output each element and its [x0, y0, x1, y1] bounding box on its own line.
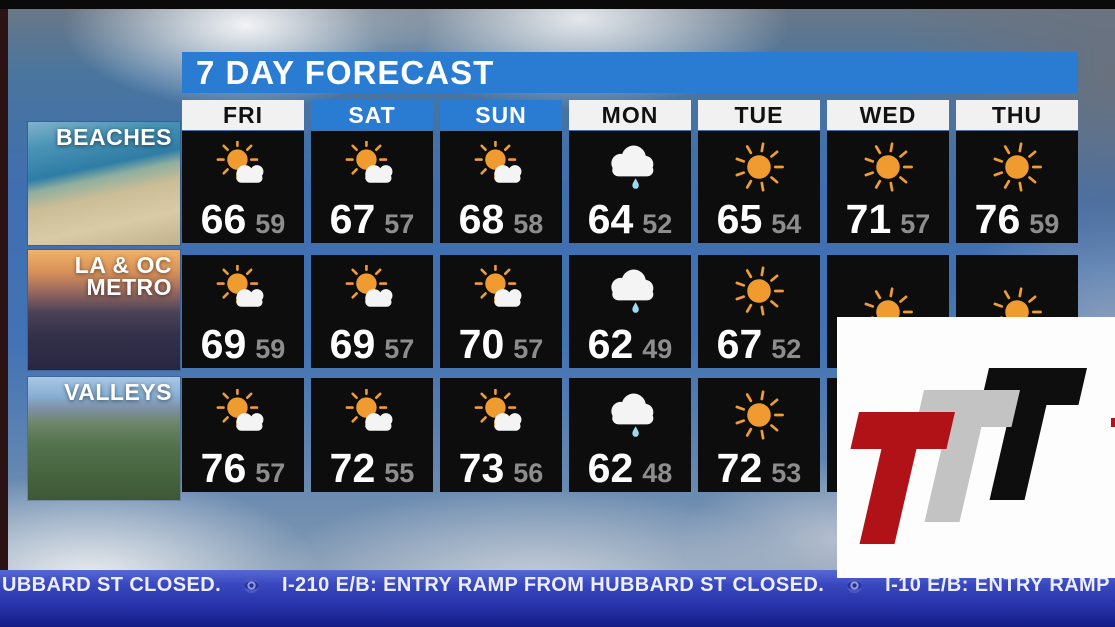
- partly-cloudy-icon: [211, 265, 275, 317]
- ticker-segment: UBBARD ST CLOSED.: [2, 574, 222, 596]
- sunny-icon: [730, 388, 788, 442]
- high-temp: 72: [329, 445, 376, 491]
- day-header-fri: FRI: [182, 100, 304, 130]
- high-temp: 73: [458, 445, 505, 491]
- low-temp: 54: [771, 209, 802, 239]
- forecast-cell-valleys-tue: 72 53: [698, 378, 820, 492]
- low-temp: 52: [642, 209, 673, 239]
- high-temp: 62: [587, 445, 634, 491]
- high-temp: 71: [845, 196, 892, 242]
- forecast-cell-metro-sat: 69 57: [311, 255, 433, 368]
- sunny-icon: [730, 140, 788, 194]
- cbs-eye-icon: [846, 577, 863, 594]
- low-temp: 48: [642, 458, 673, 488]
- low-temp: 56: [513, 458, 544, 488]
- low-temp: 55: [384, 458, 415, 488]
- forecast-cell-beaches-tue: 65 54: [698, 131, 820, 243]
- low-temp: 57: [384, 209, 415, 239]
- low-temp: 59: [255, 334, 286, 364]
- region-label-beaches: BEACHES: [56, 124, 172, 150]
- low-temp: 49: [642, 334, 673, 364]
- day-header-row: FRI SAT SUN MON TUE WED THU: [182, 100, 1078, 130]
- forecast-cell-metro-tue: 67 52: [698, 255, 820, 368]
- sunny-icon: [988, 140, 1046, 194]
- ticker-segment: I-210 E/B: ENTRY RAMP FROM HUBBARD ST CL…: [282, 574, 825, 596]
- high-temp: 68: [458, 196, 505, 242]
- forecast-cell-metro-mon: 62 49: [569, 255, 691, 368]
- day-header-sun: SUN: [440, 100, 562, 130]
- rain-cloud-icon: [599, 263, 661, 319]
- high-temp: 76: [200, 445, 247, 491]
- high-temp: 69: [200, 321, 247, 367]
- forecast-row-beaches: 66 59 67 57 68 58 64 52 65 54 71 57 76 59: [182, 131, 1078, 243]
- station-logo-overlay: [837, 317, 1115, 578]
- partly-cloudy-icon: [340, 265, 404, 317]
- ticker-lower-band: [0, 601, 1115, 627]
- low-temp: 53: [771, 458, 802, 488]
- partly-cloudy-icon: [211, 141, 275, 193]
- low-temp: 57: [513, 334, 544, 364]
- partly-cloudy-icon: [469, 389, 533, 441]
- high-temp: 62: [587, 321, 634, 367]
- low-temp: 58: [513, 209, 544, 239]
- forecast-cell-beaches-sat: 67 57: [311, 131, 433, 243]
- partly-cloudy-icon: [340, 389, 404, 441]
- region-photo-beaches: BEACHES: [28, 122, 180, 245]
- forecast-cell-valleys-sat: 72 55: [311, 378, 433, 492]
- sunny-icon: [730, 264, 788, 318]
- forecast-cell-beaches-mon: 64 52: [569, 131, 691, 243]
- low-temp: 57: [900, 209, 931, 239]
- high-temp: 64: [587, 196, 634, 242]
- forecast-cell-metro-sun: 70 57: [440, 255, 562, 368]
- ticker-segment: I-10 E/B: ENTRY RAMP F: [885, 574, 1115, 596]
- low-temp: 59: [1029, 209, 1060, 239]
- forecast-cell-beaches-wed: 71 57: [827, 131, 949, 243]
- region-photo-metro: LA & OC METRO: [28, 250, 180, 370]
- day-header-mon: MON: [569, 100, 691, 130]
- low-temp: 52: [771, 334, 802, 364]
- partly-cloudy-icon: [469, 265, 533, 317]
- cbs-eye-icon: [243, 577, 260, 594]
- day-header-sat: SAT: [311, 100, 433, 130]
- page-title: 7 DAY FORECAST: [196, 54, 495, 91]
- high-temp: 76: [974, 196, 1021, 242]
- left-edge-strip: [0, 9, 8, 570]
- forecast-cell-valleys-sun: 73 56: [440, 378, 562, 492]
- low-temp: 57: [255, 458, 286, 488]
- low-temp: 57: [384, 334, 415, 364]
- region-photo-valleys: VALLEYS: [28, 377, 180, 500]
- triple-t-logo: [850, 368, 1115, 544]
- high-temp: 67: [716, 321, 763, 367]
- high-temp: 69: [329, 321, 376, 367]
- day-header-tue: TUE: [698, 100, 820, 130]
- high-temp: 72: [716, 445, 763, 491]
- high-temp: 66: [200, 196, 247, 242]
- forecast-cell-beaches-sun: 68 58: [440, 131, 562, 243]
- partly-cloudy-icon: [340, 141, 404, 193]
- logo-letter-red: [850, 412, 955, 544]
- forecast-title-banner: 7 DAY FORECAST: [182, 52, 1078, 93]
- day-header-thu: THU: [956, 100, 1078, 130]
- rain-cloud-icon: [599, 139, 661, 195]
- day-header-wed: WED: [827, 100, 949, 130]
- high-temp: 70: [458, 321, 505, 367]
- region-label-metro: LA & OC METRO: [74, 252, 172, 300]
- forecast-cell-valleys-fri: 76 57: [182, 378, 304, 492]
- forecast-cell-valleys-mon: 62 48: [569, 378, 691, 492]
- forecast-cell-beaches-thu: 76 59: [956, 131, 1078, 243]
- high-temp: 65: [716, 196, 763, 242]
- rain-cloud-icon: [599, 387, 661, 443]
- high-temp: 67: [329, 196, 376, 242]
- low-temp: 59: [255, 209, 286, 239]
- top-letterbox-bar: [0, 0, 1115, 9]
- partly-cloudy-icon: [469, 141, 533, 193]
- forecast-cell-beaches-fri: 66 59: [182, 131, 304, 243]
- partly-cloudy-icon: [211, 389, 275, 441]
- forecast-cell-metro-fri: 69 59: [182, 255, 304, 368]
- sunny-icon: [859, 140, 917, 194]
- region-label-valleys: VALLEYS: [64, 379, 172, 405]
